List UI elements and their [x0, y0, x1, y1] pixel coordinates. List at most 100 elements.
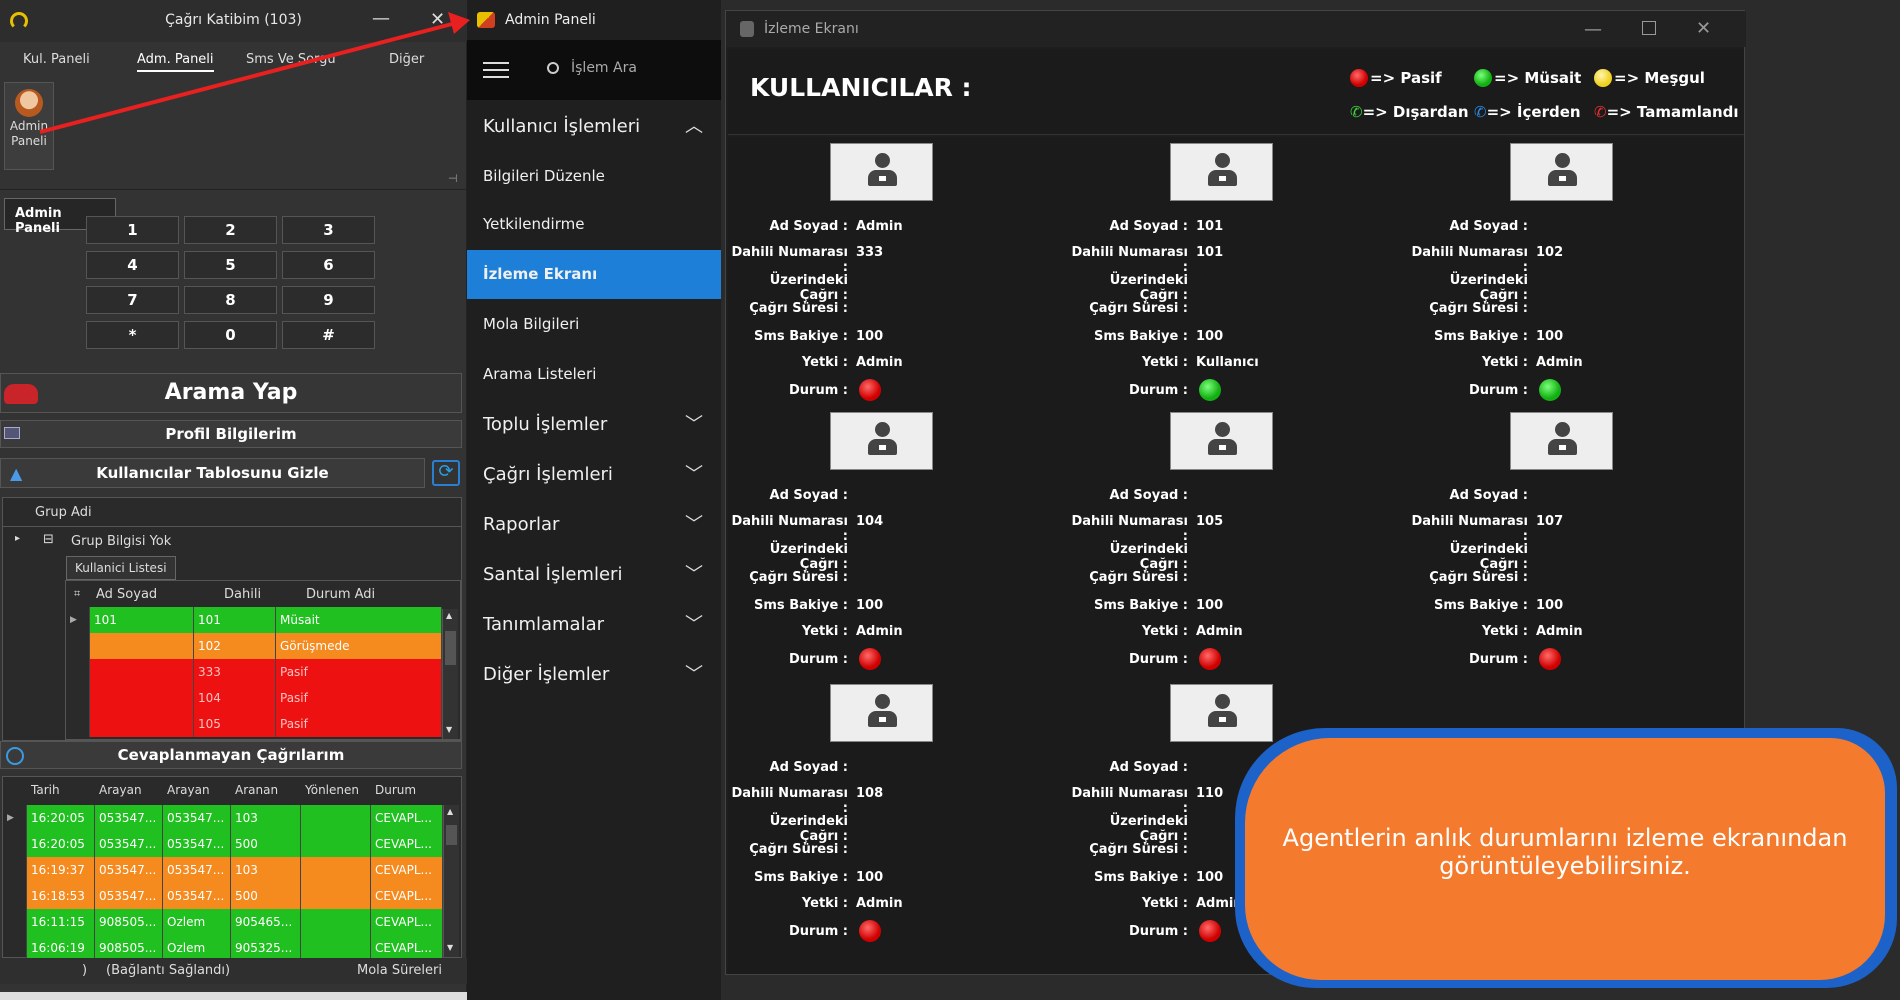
refresh-button[interactable]: ⟳	[432, 460, 460, 486]
cagri-katibim-window: Çağrı Katibim (103) — ✕ Kul. Paneli Adm.…	[0, 0, 467, 1000]
col-aranan[interactable]: Aranan	[235, 783, 279, 797]
row-indicator	[3, 831, 27, 857]
tab-adm-paneli[interactable]: Adm. Paneli	[137, 52, 214, 72]
user-row[interactable]: 105 Pasif	[66, 711, 442, 737]
key-4[interactable]: 4	[86, 251, 179, 279]
call-row[interactable]: 16:20:05 053547... 053547... 500 CEVAPL...	[3, 831, 443, 857]
col-dahili[interactable]: Dahili	[224, 587, 262, 602]
search-input[interactable]: İşlem Ara	[571, 60, 637, 76]
call-row[interactable]: 16:19:37 053547... 053547... 103 CEVAPL...	[3, 857, 443, 883]
call-row[interactable]: ▶ 16:20:05 053547... 053547... 103 CEVAPL...	[3, 805, 443, 831]
monitor-close-button[interactable]: ✕	[1696, 18, 1712, 39]
nav-item-yetkilendirme[interactable]: Yetkilendirme	[467, 200, 721, 249]
key-5[interactable]: 5	[184, 251, 277, 279]
call-row[interactable]: 16:06:19 908505... Ozlem 905325... CEVAPL...	[3, 935, 443, 961]
dahili-value: 108	[856, 786, 884, 801]
column-chooser-icon[interactable]: ⌗	[74, 587, 81, 600]
collapse-icon[interactable]: ⊟	[43, 532, 54, 547]
col-tarih[interactable]: Tarih	[31, 783, 60, 797]
call-arayan-cell: 053547...	[95, 831, 163, 857]
row-indicator	[66, 711, 90, 737]
break-times-link[interactable]: Mola Süreleri	[357, 963, 442, 978]
nav-item-bilgileri-düzenle[interactable]: Bilgileri Düzenle	[467, 152, 721, 201]
row-indicator: ▶	[3, 805, 27, 831]
call-tarih-cell: 16:20:05	[27, 805, 95, 831]
row-indicator	[3, 883, 27, 909]
call-row[interactable]: 16:11:15 908505... Ozlem 905465... CEVAPL...	[3, 909, 443, 935]
nav-item-i-zleme-ekranı[interactable]: İzleme Ekranı	[467, 250, 721, 299]
phone-red-icon: ✆	[1594, 103, 1607, 121]
status-red-dot-icon	[859, 648, 881, 670]
user-list-grid: ⌗ Ad Soyad Dahili Durum Adi ▶ 101 101 Müsai…	[65, 580, 461, 740]
nav-item-diğer-i-şlemler[interactable]: Diğer İşlemler ﹀	[467, 650, 721, 699]
hamburger-menu-icon[interactable]	[483, 62, 509, 78]
nav-item-arama-listeleri[interactable]: Arama Listeleri	[467, 350, 721, 399]
key-star[interactable]: *	[86, 321, 179, 349]
pin-icon[interactable]: ⊣	[448, 172, 458, 185]
user-row[interactable]: 102 Görüşmede	[66, 633, 442, 659]
ad-soyad-value: 101	[1196, 219, 1224, 234]
user-dahili-cell: 333	[194, 659, 276, 685]
missed-calls-scrollbar[interactable]: ▲ ▼	[443, 805, 459, 957]
tab-sms-ve-sorgu[interactable]: Sms Ve Sorgu	[246, 52, 336, 67]
user-list-tab[interactable]: Kullanici Listesi	[66, 556, 176, 580]
nav-item-santal-i-şlemleri[interactable]: Santal İşlemleri ﹀	[467, 550, 721, 599]
col-yonlenen[interactable]: Yönlenen	[305, 783, 359, 797]
id-card-icon	[4, 427, 20, 439]
col-ad-soyad[interactable]: Ad Soyad	[96, 587, 158, 602]
monitor-minimize-button[interactable]: —	[1584, 19, 1602, 40]
connection-status: (Bağlantı Sağlandı)	[106, 963, 231, 978]
close-button[interactable]: ✕	[430, 9, 446, 30]
key-2[interactable]: 2	[184, 216, 277, 244]
yetki-label: Yetki :	[1141, 896, 1188, 911]
call-tarih-cell: 16:11:15	[27, 909, 95, 935]
nav-item-toplu-i-şlemler[interactable]: Toplu İşlemler ﹀	[467, 400, 721, 449]
arama-yap-button[interactable]: Arama Yap	[0, 373, 462, 413]
dahili-label: Dahili Numarası :	[731, 514, 848, 544]
col-durum[interactable]: Durum	[375, 783, 417, 797]
nav-item-raporlar[interactable]: Raporlar ﹀	[467, 500, 721, 549]
hide-users-table-button[interactable]: Kullanıcılar Tablosunu Gizle	[0, 458, 425, 488]
user-row[interactable]: 104 Pasif	[66, 685, 442, 711]
user-row[interactable]: ▶ 101 101 Müsait	[66, 607, 442, 633]
nav-item-tanımlamalar[interactable]: Tanımlamalar ﹀	[467, 600, 721, 649]
app-tabs: Kul. Paneli Adm. Paneli Sms Ve Sorgu Diğ…	[0, 48, 467, 74]
key-8[interactable]: 8	[184, 286, 277, 314]
key-hash[interactable]: #	[282, 321, 375, 349]
col-arayan-2[interactable]: Arayan	[167, 783, 210, 797]
call-arayan-cell: 908505...	[95, 935, 163, 961]
tab-kul-paneli[interactable]: Kul. Paneli	[23, 52, 90, 67]
yetki-value: Admin	[1196, 624, 1243, 639]
admin-panel-ribbon-button[interactable]: Admin Paneli	[4, 82, 54, 170]
nav-item-çağrı-i-şlemleri[interactable]: Çağrı İşlemleri ﹀	[467, 450, 721, 499]
dahili-value: 105	[1196, 514, 1224, 529]
nav-item-mola-bilgileri[interactable]: Mola Bilgileri	[467, 300, 721, 349]
call-yonlenen-cell	[301, 857, 371, 883]
user-list-scrollbar[interactable]: ▲ ▼	[442, 609, 458, 739]
group-row-label[interactable]: Grup Bilgisi Yok	[71, 534, 172, 549]
user-name-cell	[90, 711, 194, 737]
nav-item-kullanıcı-i-şlemleri[interactable]: Kullanıcı İşlemleri ︿	[467, 102, 721, 151]
yetki-label: Yetki :	[1481, 624, 1528, 639]
call-row[interactable]: 16:18:53 053547... 053547... 500 CEVAPL...	[3, 883, 443, 909]
profil-bilgilerim-button[interactable]: Profil Bilgilerim	[0, 420, 462, 448]
durum-label: Durum :	[1129, 652, 1188, 667]
nav-item-label: Toplu İşlemler	[483, 414, 608, 435]
col-durum-adi[interactable]: Durum Adi	[306, 587, 376, 602]
expand-icon[interactable]: ▸	[15, 533, 21, 544]
key-0[interactable]: 0	[184, 321, 277, 349]
user-durum-cell: Pasif	[276, 711, 442, 737]
legend-mesgul: => Meşgul	[1594, 69, 1705, 87]
user-card: Ad Soyad : Dahili Numarası : 102 Üzerindeki…	[1408, 143, 1748, 408]
user-row[interactable]: 333 Pasif	[66, 659, 442, 685]
key-6[interactable]: 6	[282, 251, 375, 279]
tab-diger[interactable]: Diğer	[389, 52, 425, 67]
key-3[interactable]: 3	[282, 216, 375, 244]
arrow-up-icon: ▲	[10, 464, 23, 483]
col-arayan-1[interactable]: Arayan	[99, 783, 142, 797]
minimize-button[interactable]: —	[372, 8, 390, 29]
monitor-maximize-button[interactable]	[1642, 21, 1656, 35]
key-1[interactable]: 1	[86, 216, 179, 244]
key-7[interactable]: 7	[86, 286, 179, 314]
key-9[interactable]: 9	[282, 286, 375, 314]
